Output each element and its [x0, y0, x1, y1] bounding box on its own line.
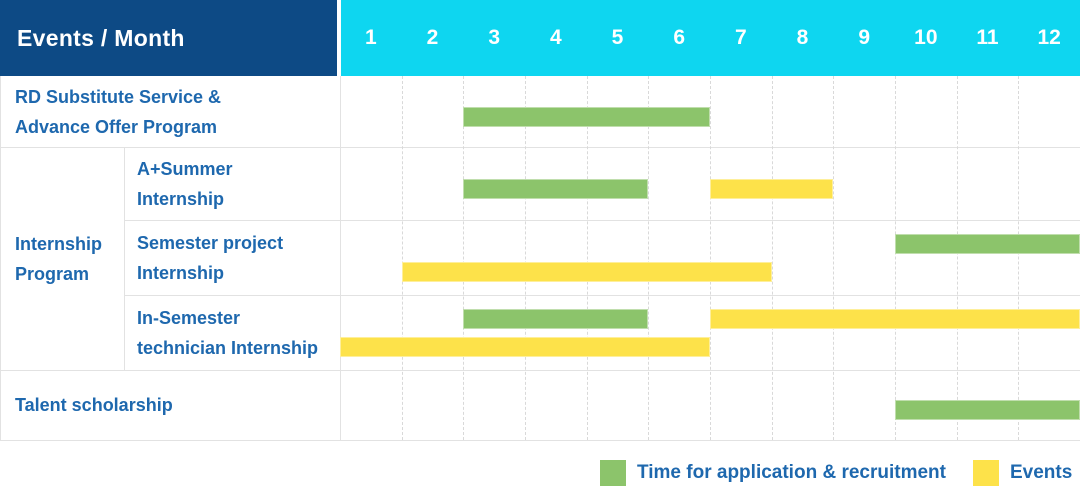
row-label-talent-scholarship: Talent scholarship	[0, 370, 337, 440]
row-label-line: technician Internship	[137, 337, 319, 358]
legend-item-recruitment: Time for application & recruitment	[600, 460, 946, 486]
recruitment-bar	[895, 400, 1080, 420]
month-label: 6	[673, 26, 685, 49]
row-label-line: Semester project	[137, 232, 284, 253]
month-gridline	[587, 76, 588, 440]
month-label: 10	[914, 26, 938, 49]
month-gridline	[895, 76, 896, 440]
events-color-swatch	[973, 460, 999, 486]
month-header-band: 1 2 3 4 5 6 7 8 9 10 11 12	[341, 0, 1080, 76]
chart-left-border	[340, 76, 341, 440]
row-label-line: Internship	[137, 188, 225, 209]
header-title: Events / Month	[17, 24, 185, 51]
month-label: 8	[796, 26, 809, 49]
month-gridline	[957, 76, 958, 440]
legend-item-events: Events	[973, 460, 1072, 486]
month-gridline	[463, 76, 464, 440]
events-bar	[340, 337, 710, 357]
events-bar	[401, 262, 772, 282]
events-bar	[710, 179, 834, 199]
recruitment-bar	[895, 234, 1080, 254]
events-bar	[710, 309, 1080, 329]
month-label: 3	[488, 26, 500, 49]
month-gridline	[833, 76, 834, 440]
month-label: 7	[734, 26, 747, 49]
row-divider	[0, 147, 1080, 148]
month-label: 11	[976, 26, 999, 49]
recruitment-bar	[463, 179, 649, 199]
month-gridline	[525, 76, 526, 440]
legend-label: Time for application & recruitment	[637, 462, 946, 483]
month-label: 1	[364, 26, 377, 49]
group-label-line: Internship	[15, 233, 103, 254]
month-gridline	[402, 76, 403, 440]
row-label-line: RD Substitute Service &	[15, 86, 222, 107]
row-divider	[124, 295, 1080, 296]
table-left-border	[0, 76, 1, 440]
row-divider	[0, 370, 1080, 371]
sublabel-column-divider	[124, 147, 125, 370]
month-label: 9	[858, 26, 870, 49]
group-label-internship-program: Internship Program	[0, 147, 124, 370]
month-gridline	[710, 76, 711, 440]
row-label-line: Talent scholarship	[15, 395, 173, 415]
recruitment-bar	[463, 107, 710, 127]
row-label-a-plus-summer: A+Summer Internship	[124, 147, 340, 220]
month-label: 2	[426, 26, 439, 49]
group-label-line: Program	[15, 263, 90, 284]
month-label: 5	[611, 26, 624, 49]
header-title-cell: Events / Month	[0, 0, 337, 76]
legend-label: Events	[1010, 462, 1073, 483]
row-label-semester-project: Semester project Internship	[124, 220, 340, 295]
table-bottom-border	[0, 440, 1080, 441]
row-label-in-semester: In-Semester technician Internship	[124, 295, 340, 370]
row-label-line: Advance Offer Program	[15, 116, 218, 137]
gantt-chart	[340, 76, 1080, 440]
recruitment-bar	[463, 309, 649, 329]
month-label: 12	[1037, 26, 1061, 49]
row-label-line: Internship	[137, 262, 225, 283]
row-divider	[124, 220, 1080, 221]
row-label-line: A+Summer	[137, 158, 233, 179]
month-gridline	[648, 76, 649, 440]
month-gridline	[772, 76, 773, 440]
row-label-line: In-Semester	[137, 307, 241, 328]
month-label: 4	[549, 26, 562, 49]
row-label-rd-substitute: RD Substitute Service & Advance Offer Pr…	[0, 76, 337, 147]
month-gridline	[1018, 76, 1019, 440]
recruitment-color-swatch	[600, 460, 626, 486]
